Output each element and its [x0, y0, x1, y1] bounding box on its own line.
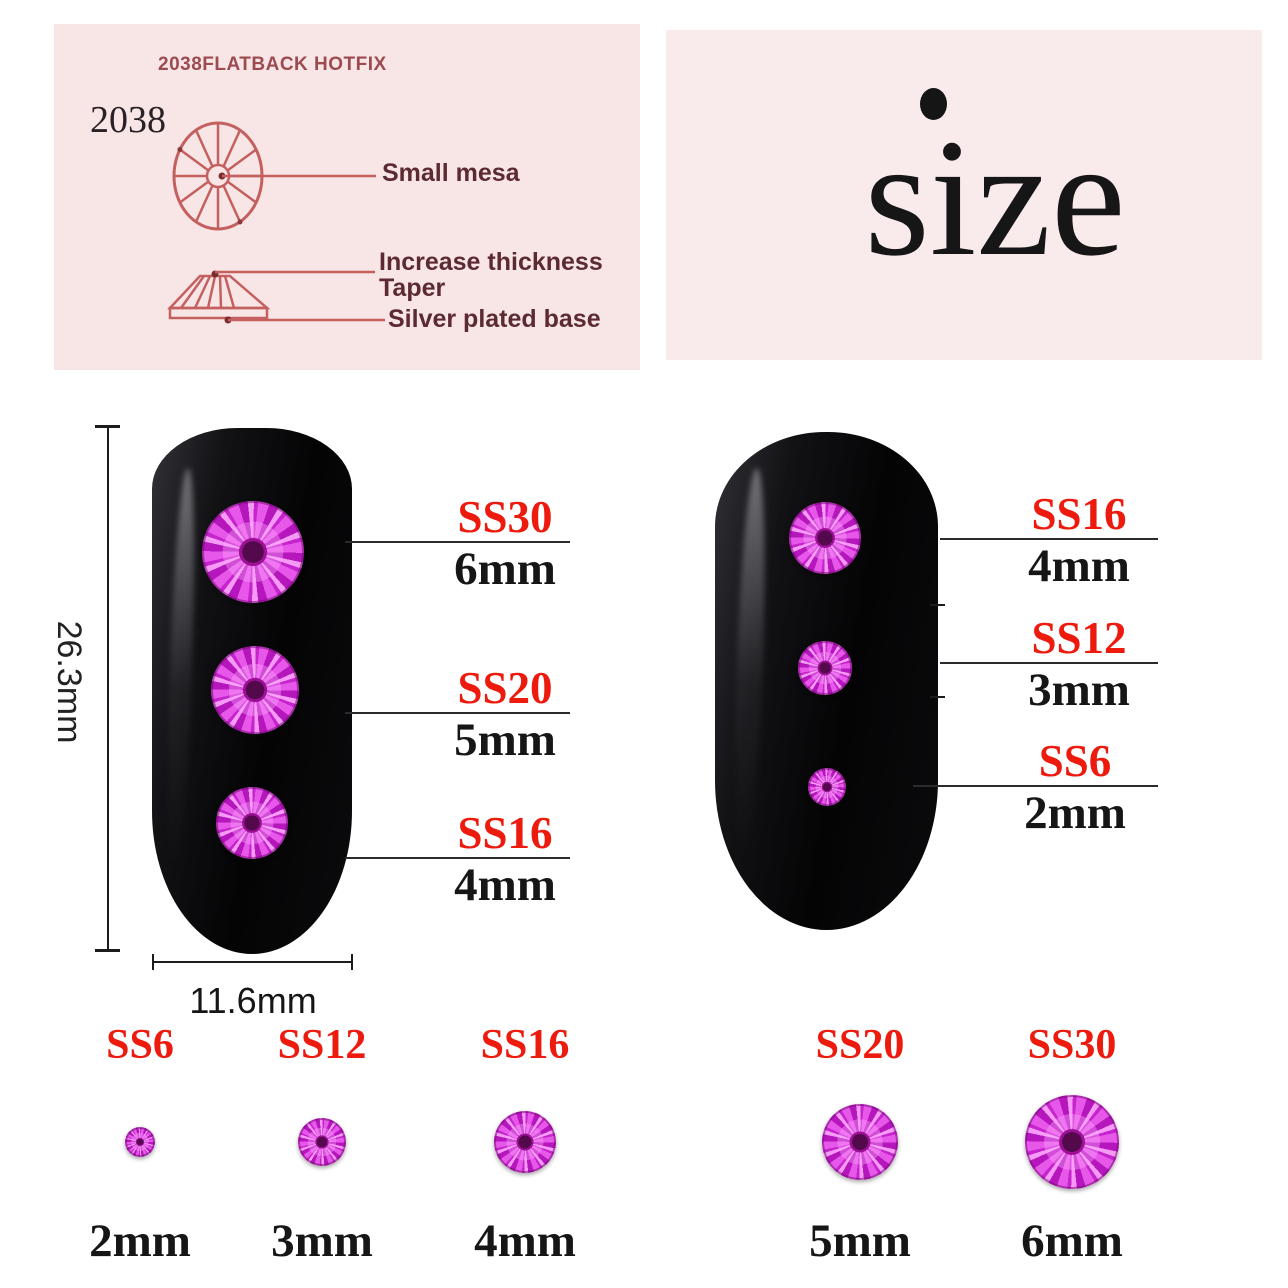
size-mm: 3mm — [271, 1215, 373, 1267]
nail-gloss-highlight — [730, 467, 770, 859]
label-small-mesa: Small mesa — [382, 159, 520, 187]
rhinestone-ss30 — [202, 501, 304, 603]
nail-gloss-highlight — [163, 467, 199, 869]
length-measure-cap-top — [95, 425, 120, 428]
callout-ss6: SS6 2mm — [913, 737, 1158, 839]
rim-dot — [237, 219, 243, 225]
rhinestone-ss16 — [216, 787, 288, 859]
size-heading: size — [864, 105, 1126, 291]
rhinestone-ss20 — [211, 646, 299, 734]
length-measure-cap-bottom — [95, 949, 120, 952]
callout-ss-code: SS16 — [457, 808, 553, 858]
size-code: SS30 — [1027, 1022, 1117, 1068]
leader-stub — [930, 604, 945, 606]
nail-length-value: 26.3mm — [50, 620, 88, 744]
gem-sample-box — [987, 1082, 1157, 1202]
callout-ss12: SS12 3mm — [940, 614, 1158, 716]
callout-line — [940, 662, 1158, 664]
callout-mm-value: 6mm — [454, 543, 556, 595]
callout-line — [940, 538, 1158, 540]
size-chart-item-ss12: SS12 3mm — [237, 1022, 407, 1266]
size-code: SS12 — [277, 1022, 367, 1068]
callout-line — [345, 712, 570, 714]
width-measure-line — [153, 961, 353, 963]
callout-ss20: SS20 5mm — [345, 664, 570, 766]
callout-ss-code: SS6 — [1038, 736, 1112, 786]
size-code: SS16 — [480, 1022, 570, 1068]
callout-ss-code: SS12 — [1031, 613, 1127, 663]
callout-ss16: SS16 4mm — [345, 809, 570, 911]
size-chart-item-ss30: SS30 6mm — [987, 1022, 1157, 1266]
size-mm: 5mm — [809, 1215, 911, 1267]
gem-sample-box — [237, 1082, 407, 1202]
callout-mm-value: 5mm — [454, 714, 556, 766]
gem-sample-box — [440, 1082, 610, 1202]
callout-mm-value: 4mm — [454, 859, 556, 911]
rhinestone-ss12 — [798, 641, 852, 695]
size-code: SS20 — [815, 1022, 905, 1068]
label-increase-thickness: Increase thickness — [379, 248, 603, 276]
leader-stub — [930, 696, 945, 698]
size-mm: 2mm — [89, 1215, 191, 1267]
rhinestone-side-view — [167, 274, 271, 320]
rhinestone-sample — [125, 1127, 155, 1157]
callout-ss-code: SS30 — [457, 492, 553, 542]
callout-mm-value: 3mm — [1028, 664, 1130, 716]
size-chart-item-ss16: SS16 4mm — [440, 1022, 610, 1266]
callout-line — [913, 785, 1158, 787]
size-chart-item-ss20: SS20 5mm — [775, 1022, 945, 1266]
length-measure-line — [107, 426, 109, 952]
rhinestone-top-view — [172, 121, 264, 231]
decorative-dot — [920, 88, 947, 120]
width-measure-tick-left — [152, 954, 154, 970]
nail-width-value: 11.6mm — [189, 980, 317, 1021]
spec-panel-title: 2038FLATBACK HOTFIX — [158, 54, 387, 75]
gem-sample-box — [775, 1082, 945, 1202]
spec-panel: 2038FLATBACK HOTFIX 2038 Small mesa Incr… — [54, 24, 640, 370]
size-code: SS6 — [106, 1022, 174, 1068]
callout-line — [345, 857, 570, 859]
callout-ss-code: SS20 — [457, 663, 553, 713]
size-mm: 4mm — [474, 1215, 576, 1267]
size-chart-item-ss6: SS6 2mm — [55, 1022, 225, 1266]
callout-mm-value: 2mm — [1024, 787, 1126, 839]
callout-ss-code: SS16 — [1031, 489, 1127, 539]
rhinestone-diagram — [167, 121, 385, 324]
callout-ss16-right: SS16 4mm — [940, 490, 1158, 592]
size-panel: size — [666, 30, 1262, 360]
rhinestone-sample — [494, 1111, 556, 1173]
callout-line — [345, 541, 570, 543]
gem-sample-box — [55, 1082, 225, 1202]
rhinestone-sample — [298, 1118, 346, 1166]
rhinestone-sample — [1025, 1095, 1119, 1189]
rhinestone-sample — [822, 1104, 898, 1180]
width-measure-tick-right — [351, 954, 353, 970]
rhinestone-ss6 — [808, 768, 846, 806]
callout-ss30: SS30 6mm — [345, 493, 570, 595]
callout-mm-value: 4mm — [1028, 540, 1130, 592]
rim-dot — [177, 147, 183, 152]
model-number: 2038 — [90, 99, 166, 141]
label-taper: Taper — [379, 274, 446, 302]
label-silver-plated-base: Silver plated base — [388, 305, 601, 333]
size-mm: 6mm — [1021, 1215, 1123, 1267]
rhinestone-ss16-small — [789, 502, 861, 574]
